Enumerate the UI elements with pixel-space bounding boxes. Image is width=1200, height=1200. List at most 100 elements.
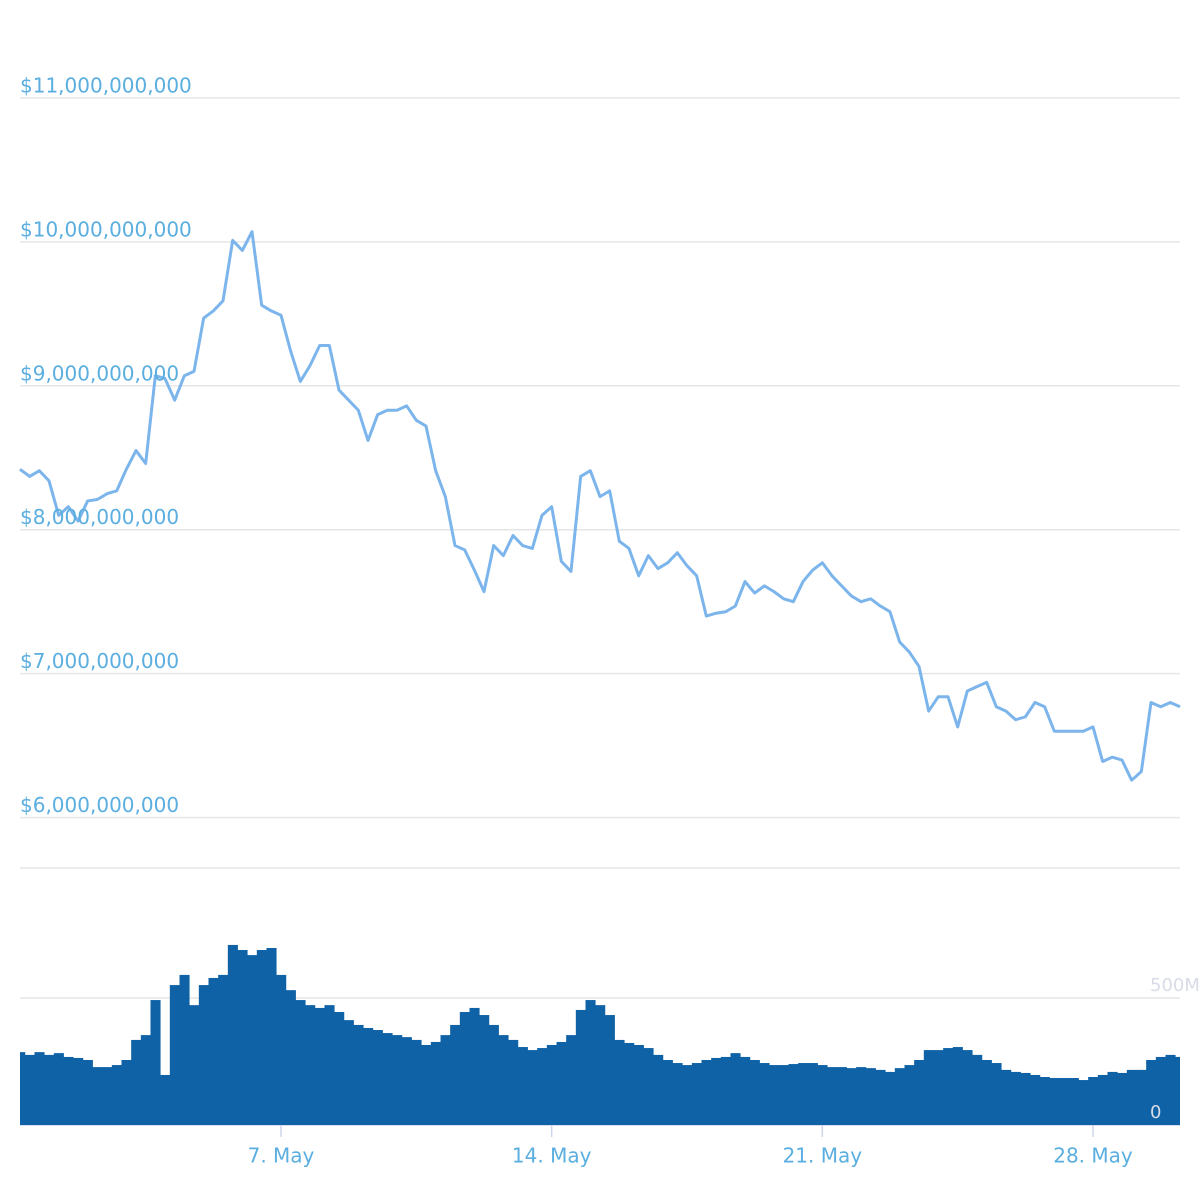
volume-bar: [401, 1037, 412, 1125]
volume-bar: [73, 1057, 84, 1125]
volume-bar: [759, 1063, 770, 1125]
y-tick-label: $9,000,000,000: [20, 361, 179, 385]
volume-bar: [691, 1063, 702, 1125]
volume-bar: [904, 1065, 915, 1125]
volume-bar: [82, 1059, 93, 1125]
volume-bar: [972, 1054, 983, 1125]
volume-bar: [517, 1047, 528, 1125]
volume-bar: [952, 1047, 963, 1125]
volume-bar: [1107, 1071, 1118, 1125]
volume-bar: [508, 1039, 519, 1125]
labels: $6,000,000,000 $7,000,000,000 $8,000,000,0…: [20, 73, 1200, 1167]
volume-bar: [914, 1059, 925, 1125]
volume-bar: [198, 985, 209, 1125]
volume-bar: [189, 1005, 200, 1125]
volume-bar: [662, 1059, 673, 1125]
volume-bar: [885, 1071, 896, 1125]
y-tick-label: $6,000,000,000: [20, 793, 179, 817]
line-layer: [19, 230, 1181, 782]
volume-bar: [1049, 1078, 1060, 1125]
volume-bar: [150, 1000, 161, 1125]
volume-bar: [440, 1035, 451, 1125]
volume-bar: [469, 1007, 480, 1125]
volume-bar: [102, 1067, 113, 1125]
volume-bar: [595, 1005, 606, 1125]
volume-bar: [363, 1027, 374, 1125]
volume-bar: [1068, 1078, 1079, 1125]
volume-bar: [827, 1067, 838, 1125]
volume-bar: [962, 1050, 973, 1125]
volume-bar: [256, 950, 267, 1125]
volume-bar: [653, 1054, 664, 1125]
volume-bar: [392, 1035, 403, 1125]
volume-bar: [817, 1065, 828, 1125]
volume-bar: [450, 1024, 461, 1125]
volume-bar: [140, 1035, 151, 1125]
volume-bar: [459, 1011, 470, 1125]
volume-bar: [643, 1048, 654, 1125]
volume-bar: [247, 955, 258, 1125]
y2-tick-label: 500M: [1150, 975, 1200, 996]
y2-tick-label: 0: [1150, 1102, 1161, 1123]
y-tick-label: $11,000,000,000: [20, 73, 192, 97]
volume-bar: [701, 1059, 712, 1125]
volume-bar: [479, 1015, 490, 1125]
volume-bar: [218, 974, 229, 1125]
volume-bar: [353, 1024, 364, 1125]
volume-bar: [285, 990, 296, 1125]
volume-bar: [1001, 1069, 1012, 1125]
volume-bar: [1039, 1077, 1050, 1125]
volume-bar: [836, 1067, 847, 1125]
y-tick-label: $8,000,000,000: [20, 505, 179, 529]
volume-bar: [991, 1063, 1002, 1125]
grid: [20, 97, 1180, 1137]
volume-bar: [1078, 1080, 1089, 1125]
volume-bar: [411, 1039, 422, 1125]
volume-bar: [633, 1045, 644, 1125]
volume-bar: [537, 1048, 548, 1125]
volume-bar: [179, 974, 190, 1125]
volume-bar: [585, 1000, 596, 1125]
volume-bar: [488, 1024, 499, 1125]
volume-bar: [923, 1050, 934, 1125]
volume-bars: [20, 944, 1180, 1125]
volume-bar: [546, 1045, 557, 1125]
volume-bar: [1165, 1054, 1176, 1125]
volume-bar: [372, 1030, 383, 1125]
volume-bar: [769, 1065, 780, 1125]
x-tick-label: 7. May: [248, 1144, 315, 1168]
y-tick-label: $7,000,000,000: [20, 649, 179, 673]
volume-bar: [575, 1009, 586, 1125]
volume-bar: [131, 1039, 142, 1125]
volume-bar: [1030, 1074, 1041, 1125]
volume-bar: [933, 1050, 944, 1125]
volume-bar: [227, 944, 238, 1125]
volume-bar: [1146, 1059, 1157, 1125]
volume-bar: [566, 1035, 577, 1125]
volume-bar: [334, 1011, 345, 1125]
volume-bar: [1136, 1069, 1147, 1125]
volume-bar: [63, 1056, 74, 1125]
volume-bar: [1155, 1056, 1166, 1125]
volume-bar: [1097, 1074, 1108, 1125]
volume-bar: [430, 1041, 441, 1125]
volume-bar: [276, 974, 287, 1125]
volume-bar: [324, 1005, 335, 1125]
volume-bar: [1175, 1056, 1180, 1125]
volume-bar: [266, 947, 277, 1125]
volume-bar: [343, 1020, 354, 1125]
volume-bar: [382, 1033, 393, 1125]
volume-bar: [20, 1052, 26, 1125]
volume-bar: [44, 1054, 55, 1125]
volume-bar: [1010, 1071, 1021, 1125]
volume-bar: [169, 985, 180, 1125]
volume-bar: [672, 1063, 683, 1125]
volume-bar: [160, 1074, 171, 1125]
volume-bar: [865, 1068, 876, 1125]
volume-bar: [807, 1063, 818, 1125]
volume-bar: [121, 1059, 132, 1125]
volume-bar: [894, 1068, 905, 1125]
volume-bar: [421, 1045, 432, 1125]
volume-bar: [624, 1042, 635, 1125]
